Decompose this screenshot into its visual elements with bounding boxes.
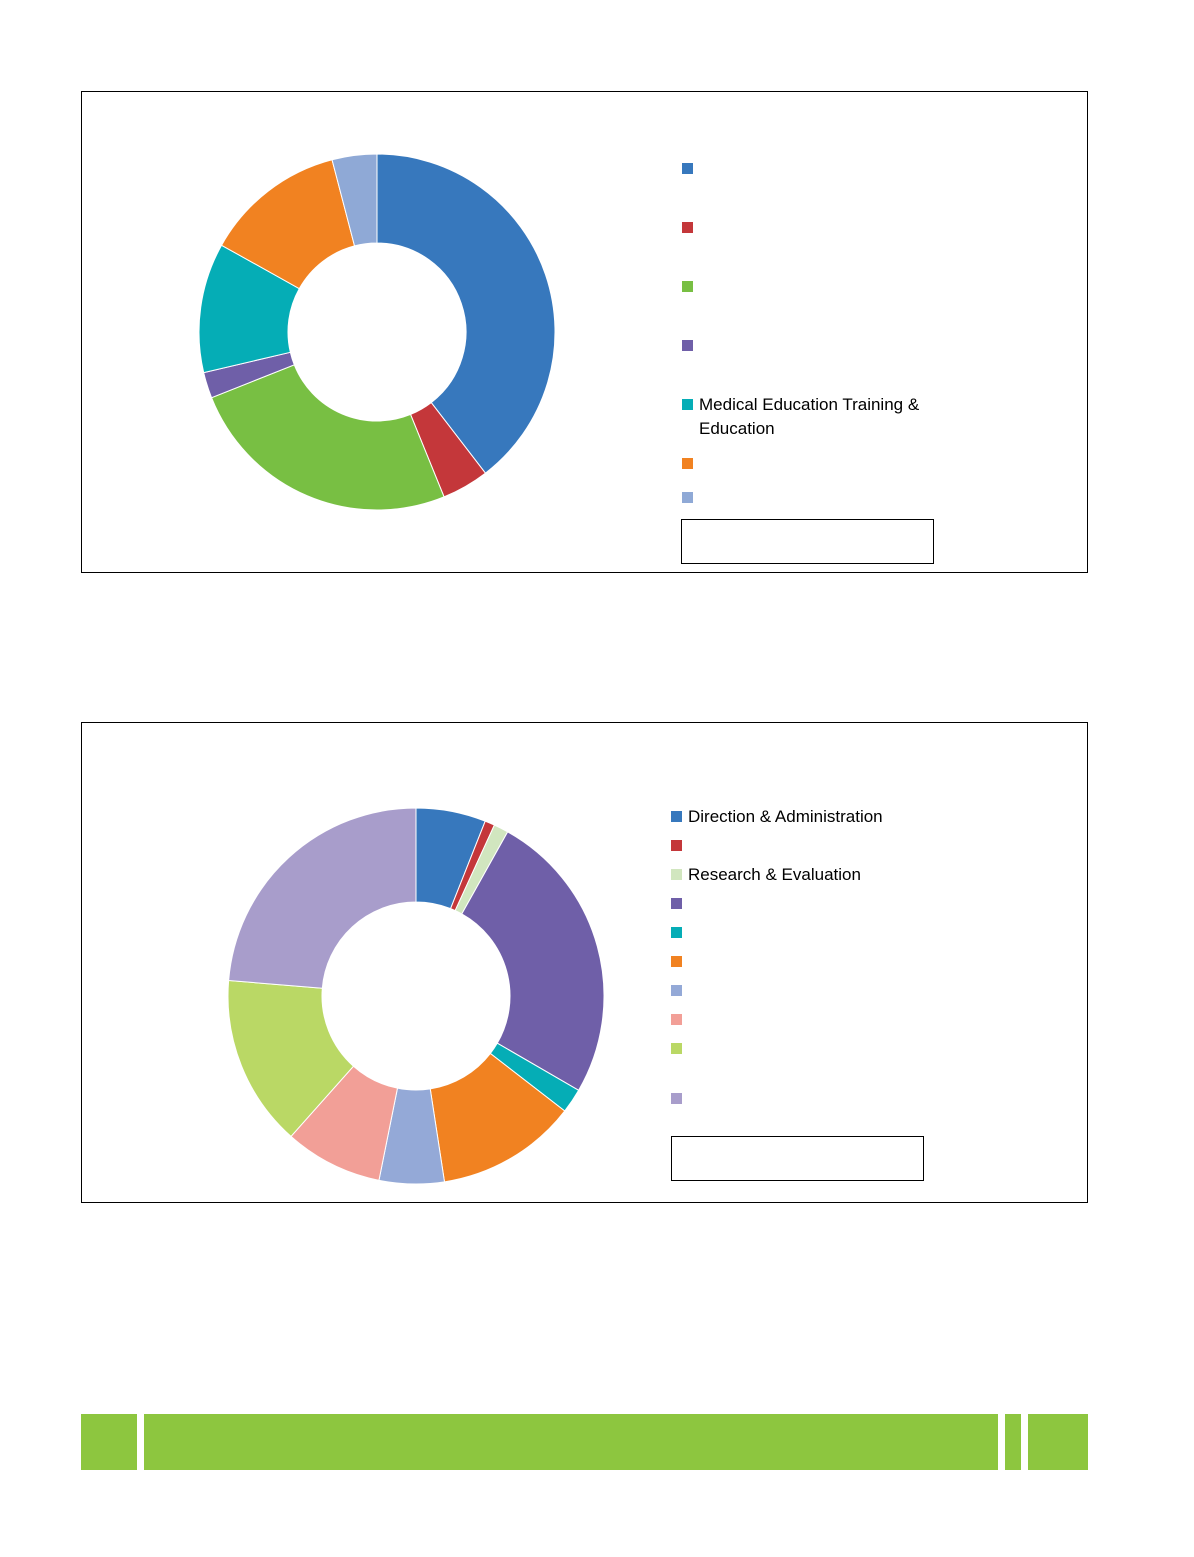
legend-swatch bbox=[671, 840, 682, 851]
footer-bar-main bbox=[144, 1414, 998, 1470]
legend-swatch bbox=[671, 1093, 682, 1104]
donut-slice-3 bbox=[210, 364, 445, 511]
donut-slice-1 bbox=[376, 153, 556, 474]
empty-text-box bbox=[681, 519, 934, 564]
legend-swatch bbox=[682, 399, 693, 410]
legend-swatch bbox=[671, 898, 682, 909]
legend-swatch bbox=[682, 163, 693, 174]
donut-chart-2 bbox=[227, 807, 605, 1185]
empty-text-box bbox=[671, 1136, 924, 1181]
footer-bar-right bbox=[1028, 1414, 1088, 1470]
legend-swatch bbox=[682, 281, 693, 292]
chart-panel-1: Medical Education Training & Education bbox=[81, 91, 1088, 573]
legend-swatch bbox=[671, 985, 682, 996]
legend-swatch bbox=[671, 956, 682, 967]
donut-slice-10 bbox=[228, 807, 417, 989]
legend-swatch bbox=[682, 492, 693, 503]
legend-swatch bbox=[671, 1014, 682, 1025]
legend-swatch bbox=[671, 811, 682, 822]
legend-swatch bbox=[671, 927, 682, 938]
legend-swatch bbox=[682, 222, 693, 233]
legend-label: Medical Education Training & Education bbox=[699, 395, 920, 438]
chart-panel-2: Direction & Administration Research & Ev… bbox=[81, 722, 1088, 1203]
donut-slice-4 bbox=[461, 831, 605, 1092]
donut-slice-9 bbox=[227, 979, 355, 1138]
donut-chart-1 bbox=[198, 153, 556, 511]
donut-slice-7 bbox=[331, 153, 378, 247]
legend-swatch bbox=[671, 869, 682, 880]
legend-swatch bbox=[682, 458, 693, 469]
footer-bar-narrow bbox=[1005, 1414, 1021, 1470]
legend-swatch bbox=[671, 1043, 682, 1054]
legend-label: Research & Evaluation bbox=[688, 865, 861, 884]
legend-swatch bbox=[682, 340, 693, 351]
legend-label: Direction & Administration bbox=[688, 807, 883, 826]
footer-bar-left bbox=[81, 1414, 137, 1470]
